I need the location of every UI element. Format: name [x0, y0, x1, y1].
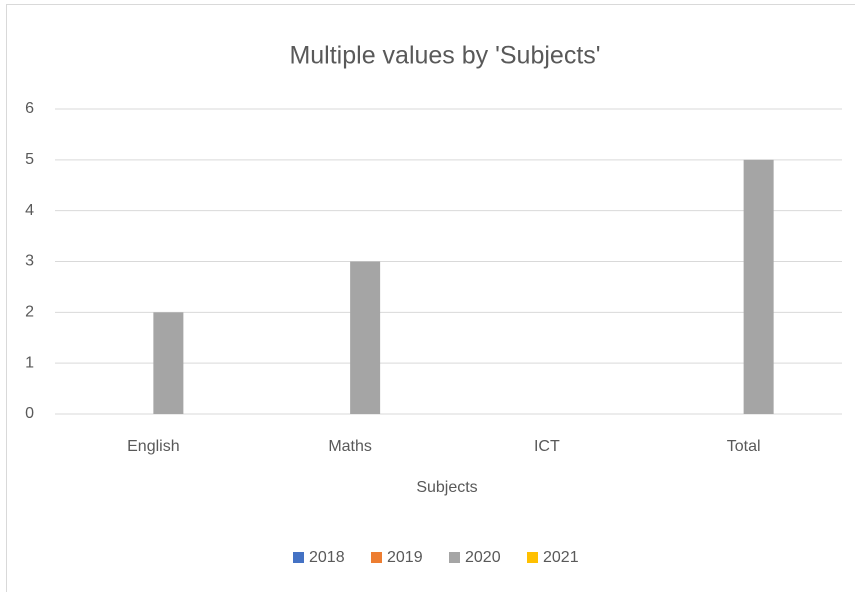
y-tick-label: 4	[25, 202, 34, 219]
legend-label: 2019	[387, 549, 423, 566]
chart-title: Multiple values by 'Subjects'	[289, 42, 600, 70]
y-tick-label: 0	[25, 405, 34, 422]
legend-label: 2021	[543, 549, 579, 566]
y-tick-label: 1	[25, 354, 34, 371]
y-tick-label: 2	[25, 304, 34, 321]
x-axis-title: Subjects	[416, 479, 477, 496]
bar	[350, 261, 381, 414]
x-tick-label: ICT	[534, 438, 560, 455]
bar	[743, 159, 774, 414]
chart-border	[6, 4, 855, 592]
y-tick-label: 6	[25, 100, 34, 117]
legend-swatch	[293, 552, 304, 563]
legend-swatch	[371, 552, 382, 563]
x-tick-label: Maths	[328, 438, 372, 455]
y-tick-label: 3	[25, 253, 34, 270]
bar	[153, 312, 184, 414]
x-tick-label: Total	[727, 438, 761, 455]
y-tick-label: 5	[25, 151, 34, 168]
legend-swatch	[449, 552, 460, 563]
legend-swatch	[527, 552, 538, 563]
legend-label: 2020	[465, 549, 501, 566]
x-tick-label: English	[127, 438, 179, 455]
legend-label: 2018	[309, 549, 345, 566]
